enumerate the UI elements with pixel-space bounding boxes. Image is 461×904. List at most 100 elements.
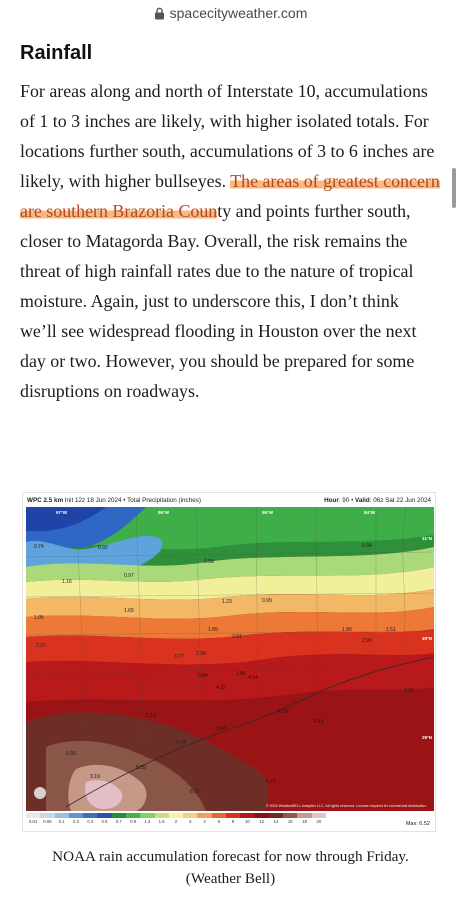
paragraph-text-before: For areas along and north of Interstate … xyxy=(20,81,435,191)
scale-swatch xyxy=(83,813,98,818)
scale-swatch xyxy=(168,813,184,818)
scale-swatch xyxy=(68,813,84,818)
scale-tick-label: 1.2 xyxy=(144,819,151,824)
map-value: 3.98 xyxy=(216,726,226,732)
scale-swatch xyxy=(311,813,326,818)
map-value: 3.77 xyxy=(174,654,184,660)
map-value: 2.90 xyxy=(362,638,372,644)
map-value: 0.97 xyxy=(124,573,134,579)
scale-swatch xyxy=(254,813,269,818)
map-value: 3.80 xyxy=(236,671,246,677)
scale-tick-label: 0.9 xyxy=(130,819,137,824)
lon-label: 95°W xyxy=(262,510,274,515)
map-value: 0.34 xyxy=(362,543,372,549)
map-value: 1.80 xyxy=(342,627,352,633)
url-text: spacecityweather.com xyxy=(169,5,308,21)
scale-swatch xyxy=(40,813,55,818)
map-value: 5.76 xyxy=(266,779,276,785)
scale-swatch xyxy=(140,813,155,818)
scale-tick-label: 18 xyxy=(302,819,307,824)
lon-label: 96°W xyxy=(158,510,170,515)
scale-tick-label: 1.6 xyxy=(158,819,165,824)
scale-tick-label: 0.5 xyxy=(101,819,108,824)
map-value: 3.93 xyxy=(66,751,76,757)
map-value: 1.16 xyxy=(62,579,72,585)
map-value: 2.37 xyxy=(36,643,46,649)
scale-swatch xyxy=(268,813,284,818)
scale-tick-label: 14 xyxy=(273,819,279,824)
lat-label: 30°N xyxy=(422,636,432,641)
map-value: 0.99 xyxy=(262,598,272,604)
map-value: 3.84 xyxy=(198,673,208,679)
caption-line-2: (Weather Bell) xyxy=(185,870,276,887)
scale-swatch xyxy=(197,813,212,818)
scale-swatch xyxy=(111,813,126,818)
scale-tick-label: 0.7 xyxy=(115,819,122,824)
map-value: 4.18 xyxy=(314,719,324,725)
scale-tick-label: 20 xyxy=(316,819,322,824)
map-value: 1.51 xyxy=(386,627,396,633)
section-heading: Rainfall xyxy=(20,42,93,64)
rainfall-map-figure[interactable]: WPC 2.5 km Init 12z 18 Jun 2024 • Total … xyxy=(22,492,436,832)
scrollbar-thumb[interactable] xyxy=(452,168,456,208)
precip-color-scale: 0.01 0.05 0.1 0.2 0.3 0.5 0.7 0.9 1.2 1.6 2 3 4 6 8 10 1… xyxy=(26,813,434,831)
scale-tick-label: 10 xyxy=(244,819,250,824)
map-value: 2.34 xyxy=(196,651,206,657)
scale-swatch xyxy=(54,813,69,818)
map-header: WPC 2.5 km Init 12z 18 Jun 2024 • Total … xyxy=(23,493,435,507)
map-value: 1.05 xyxy=(34,615,44,621)
scale-tick-label: 16 xyxy=(287,819,293,824)
map-value: 2.01 xyxy=(232,634,242,640)
map-value: 4.32 xyxy=(216,685,226,691)
scale-tick-label: 0.3 xyxy=(87,819,94,824)
weatherbell-logo-icon xyxy=(34,787,46,799)
scale-swatch xyxy=(154,813,169,818)
map-value: 4.14 xyxy=(248,675,258,681)
paragraph-text-after: ty and points further south, closer to M… xyxy=(20,201,417,401)
caption-line-1: NOAA rain accumulation forecast for now … xyxy=(52,848,409,865)
lon-label: 94°W xyxy=(364,510,376,515)
map-value: 0.58 xyxy=(204,559,214,565)
scale-swatch xyxy=(211,813,226,818)
address-bar[interactable]: spacecityweather.com xyxy=(0,0,461,26)
lon-label: 97°W xyxy=(56,510,68,515)
scale-tick-label: 0.01 xyxy=(28,819,38,824)
scale-tick-label: 0.2 xyxy=(72,819,79,824)
map-value: 4.29 xyxy=(278,709,288,715)
map-value: 5.39 xyxy=(136,765,146,771)
scale-swatch xyxy=(97,813,112,818)
map-value: 1.65 xyxy=(124,608,134,614)
scale-tick-label: 8 xyxy=(231,819,235,824)
precipitation-map: 97°W 96°W 95°W 94°W 31°N 30°N 29°N 0.74 … xyxy=(26,507,434,811)
map-header-left: WPC 2.5 km Init 12z 18 Jun 2024 • Total … xyxy=(27,496,201,504)
lat-label: 29°N xyxy=(422,735,432,740)
map-value: 5.13 xyxy=(146,713,156,719)
scale-swatch xyxy=(183,813,198,818)
scale-tick-label: 0.1 xyxy=(58,819,65,824)
color-scale-bar xyxy=(26,813,326,818)
map-header-right: Hour: 90 • Valid: 06z Sat 22 Jun 2024 xyxy=(324,496,431,504)
scale-tick-label: 0.05 xyxy=(43,819,52,824)
scale-swatch xyxy=(297,813,312,818)
lat-label: 31°N xyxy=(422,536,432,541)
map-value: 1.23 xyxy=(222,599,232,605)
scale-swatch xyxy=(283,813,298,818)
map-value: 3.19 xyxy=(90,774,100,780)
map-copyright: © 2024 WeatherBELL Analytics LLC. All ri… xyxy=(266,804,427,808)
scale-tick-label: 2 xyxy=(174,819,178,824)
map-value: 5.74 xyxy=(176,740,186,746)
color-scale-ticks: 0.01 0.05 0.1 0.2 0.3 0.5 0.7 0.9 1.2 1.6 2 3 4 6 8 10 1… xyxy=(26,819,326,824)
lock-icon xyxy=(154,7,164,19)
scale-swatch xyxy=(240,813,255,818)
scale-tick-label: 12 xyxy=(259,819,265,824)
map-value: 0.92 xyxy=(98,545,108,551)
scale-tick-label: 6 xyxy=(217,819,220,824)
article-paragraph: For areas along and north of Interstate … xyxy=(20,76,440,406)
map-value: 0.74 xyxy=(34,544,44,550)
scale-tick-label: 4 xyxy=(203,819,206,824)
map-value: 1.89 xyxy=(208,627,218,633)
map-value: 6.07 xyxy=(190,789,200,795)
scale-swatch xyxy=(225,813,241,818)
scale-tick-label: 3 xyxy=(189,819,192,824)
map-value: 3.65 xyxy=(404,688,414,694)
